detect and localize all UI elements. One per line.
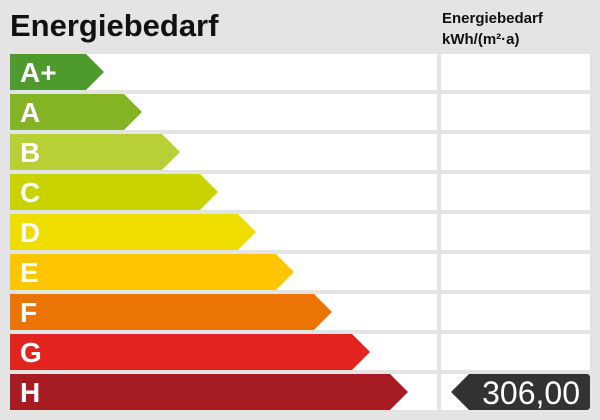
energy-class-label: D (20, 217, 41, 248)
energy-class-label: E (20, 257, 39, 288)
energy-class-label: A (20, 97, 41, 128)
energy-class-label: F (20, 297, 38, 328)
value-cell (441, 214, 590, 250)
energy-class-row: G (10, 334, 590, 370)
energy-class-arrow: A+ (10, 54, 104, 90)
value-cell (441, 174, 590, 210)
energy-class-arrow: H (10, 374, 408, 410)
energy-class-arrow: G (10, 334, 370, 370)
energy-class-arrow: E (10, 254, 294, 290)
value-cell (441, 294, 590, 330)
energy-class-label: B (20, 137, 41, 168)
energy-class-label: H (20, 377, 41, 408)
energy-class-row: D (10, 214, 590, 250)
column-header: Energiebedarf kWh/(m²·a) (442, 8, 543, 50)
value-cell (441, 94, 590, 130)
energy-class-arrow: C (10, 174, 218, 210)
energy-class-label: A+ (20, 57, 57, 88)
energy-class-row: E (10, 254, 590, 290)
energy-class-row: C (10, 174, 590, 210)
energy-class-arrow: D (10, 214, 256, 250)
value-cell (441, 54, 590, 90)
energy-class-arrow: F (10, 294, 332, 330)
value-cell (441, 134, 590, 170)
column-header-unit: kWh/(m²·a) (442, 31, 520, 48)
energy-value: 306,00 (482, 375, 580, 411)
energy-class-arrow: A (10, 94, 142, 130)
energy-class-row: F (10, 294, 590, 330)
energy-class-arrow: B (10, 134, 180, 170)
energy-class-label: C (20, 177, 41, 208)
energy-class-label: G (20, 337, 42, 368)
energy-class-row: A (10, 94, 590, 130)
value-cell (441, 334, 590, 370)
value-cell (441, 254, 590, 290)
energy-class-row: A+ (10, 54, 590, 90)
column-header-title: Energiebedarf (442, 10, 543, 27)
energy-class-row: H 306,00 (10, 374, 590, 410)
energy-class-row: B (10, 134, 590, 170)
page-title: Energiebedarf (10, 8, 219, 43)
value-marker: 306,00 (451, 374, 590, 410)
